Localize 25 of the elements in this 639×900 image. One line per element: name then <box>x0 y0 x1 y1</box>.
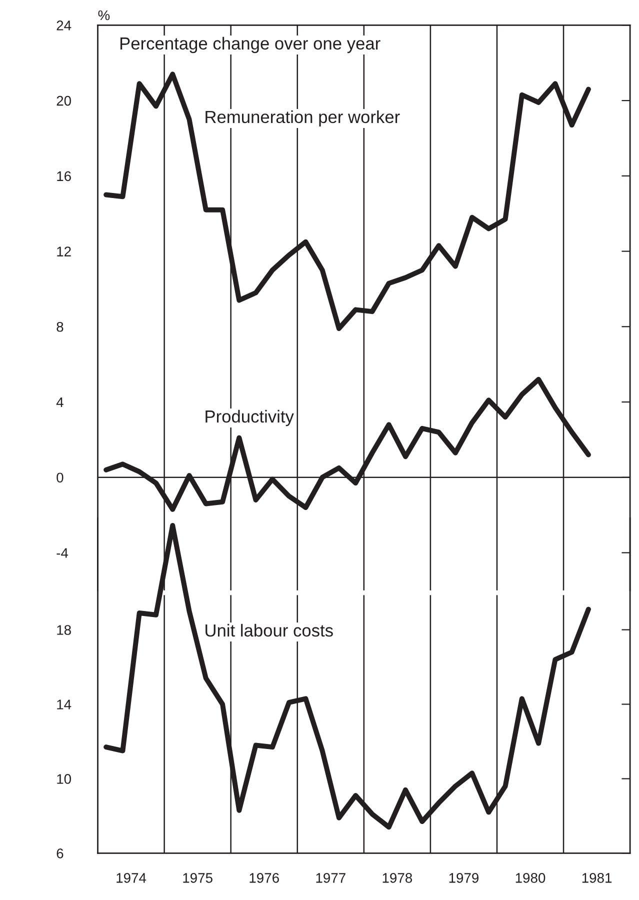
y-axis-title: % <box>98 10 110 20</box>
x-tick-label: 1976 <box>250 873 279 883</box>
y-tick-label: 14 <box>57 700 72 710</box>
annotation: Percentage change over one year <box>120 36 380 54</box>
y-tick-label: 8 <box>56 322 64 332</box>
y-tick-label: 18 <box>57 625 71 635</box>
y-tick-label: 4 <box>56 397 64 408</box>
y-tick-label: 20 <box>56 96 72 106</box>
x-tick-label: 1977 <box>316 873 346 883</box>
y-tick-label: -4 <box>56 548 68 558</box>
y-tick-label: 24 <box>56 20 72 30</box>
x-tick-label: 1974 <box>116 873 146 883</box>
x-tick-label: 1981 <box>582 873 612 883</box>
series-label: Unit labour costs <box>206 624 333 637</box>
y-tick-label: 12 <box>57 246 71 256</box>
series-label: Productivity <box>206 410 294 426</box>
y-tick-label: 16 <box>57 171 71 182</box>
y-tick-label: 0 <box>56 472 64 483</box>
x-tick-label: 1979 <box>449 873 479 883</box>
x-tick-label: 1980 <box>516 873 546 883</box>
series-label: Remuneration per worker <box>206 110 400 127</box>
y-tick-label: 6 <box>56 848 64 858</box>
x-tick-label: 1978 <box>382 873 412 883</box>
x-tick-label: 1975 <box>183 873 212 883</box>
y-tick-label: 10 <box>57 774 72 784</box>
